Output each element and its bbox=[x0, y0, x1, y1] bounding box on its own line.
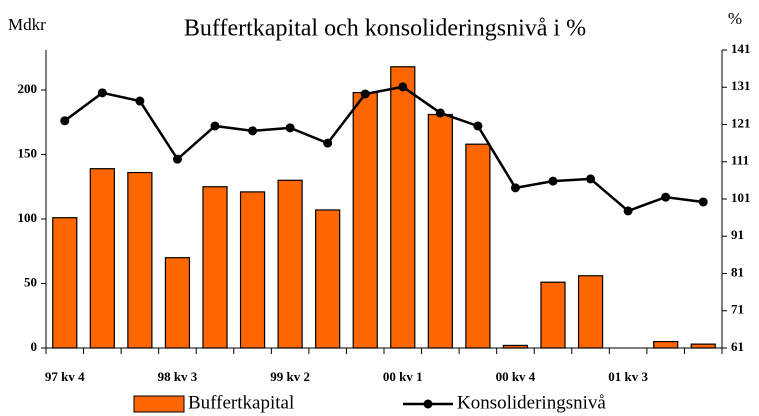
legend-label: Buffertkapital bbox=[188, 392, 294, 413]
line-marker bbox=[473, 121, 483, 131]
bar bbox=[89, 168, 115, 349]
line-marker bbox=[586, 174, 596, 184]
bar bbox=[52, 217, 78, 349]
legend-swatch bbox=[133, 395, 185, 413]
bar bbox=[540, 281, 566, 349]
chart-title: Buffertkapital och konsolideringsnivå i … bbox=[184, 16, 586, 42]
line-marker bbox=[698, 197, 708, 207]
y2-tick-label: 71 bbox=[731, 302, 744, 317]
x-tick-label: 00 kv 4 bbox=[496, 369, 536, 384]
line bbox=[64, 85, 704, 213]
bar bbox=[577, 275, 604, 349]
bar bbox=[653, 340, 679, 349]
line-marker bbox=[135, 96, 145, 106]
y2-tick-label: 141 bbox=[731, 41, 751, 56]
line-marker bbox=[435, 108, 445, 118]
line-marker bbox=[360, 89, 370, 99]
bar bbox=[164, 257, 191, 349]
y-tick-label: 100 bbox=[18, 210, 38, 225]
line-marker bbox=[210, 121, 220, 131]
x-tick-label: 97 kv 4 bbox=[45, 369, 85, 384]
x-tick-label: 99 kv 2 bbox=[270, 369, 310, 384]
x-tick-label: 98 kv 3 bbox=[158, 369, 198, 384]
bar bbox=[239, 191, 266, 349]
bar bbox=[352, 91, 378, 349]
y-tick-label: 150 bbox=[18, 145, 38, 160]
bar bbox=[427, 113, 453, 349]
line-marker bbox=[60, 116, 70, 126]
y2-tick-label: 131 bbox=[731, 78, 751, 93]
line-marker bbox=[661, 192, 671, 202]
line-marker bbox=[510, 183, 520, 193]
bar bbox=[127, 171, 153, 349]
y2-tick-label: 81 bbox=[731, 264, 744, 279]
y2-tick-label: 91 bbox=[731, 227, 744, 242]
x-tick-label: 00 kv 1 bbox=[383, 369, 423, 384]
line-marker bbox=[285, 123, 295, 133]
line-marker bbox=[97, 88, 107, 98]
y2-tick-label: 111 bbox=[731, 153, 749, 168]
y2-axis-label: % bbox=[728, 9, 742, 28]
y-tick-label: 0 bbox=[31, 339, 38, 354]
y-tick-label: 50 bbox=[24, 274, 37, 289]
y2-tick-label: 101 bbox=[731, 190, 751, 205]
bar bbox=[690, 343, 716, 349]
line-marker bbox=[398, 82, 408, 92]
legend-marker bbox=[423, 399, 433, 409]
y2-tick-label: 121 bbox=[731, 115, 751, 130]
bar bbox=[315, 209, 341, 349]
line-marker bbox=[248, 126, 258, 136]
y2-tick-label: 61 bbox=[731, 339, 744, 354]
y-tick-label: 200 bbox=[18, 81, 38, 96]
line-marker bbox=[623, 206, 633, 216]
legend-label: Konsolideringsnivå bbox=[457, 392, 606, 413]
line-marker bbox=[548, 176, 558, 186]
line-marker bbox=[172, 154, 182, 164]
x-tick-label: 01 kv 3 bbox=[608, 369, 648, 384]
y-axis-label: Mdkr bbox=[8, 15, 46, 34]
bar bbox=[390, 66, 416, 349]
bar bbox=[277, 179, 303, 349]
bar bbox=[202, 186, 228, 349]
line-marker bbox=[323, 138, 333, 148]
bar bbox=[465, 143, 491, 349]
